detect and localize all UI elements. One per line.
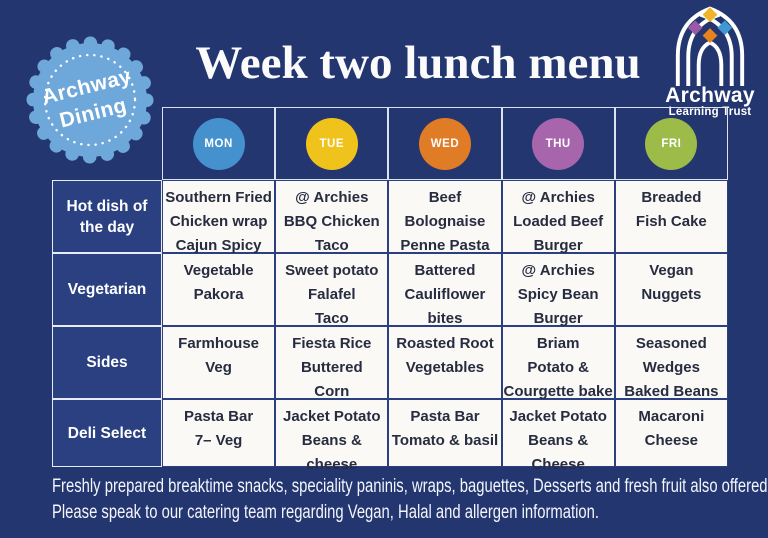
day-header-wed: WED xyxy=(388,107,502,180)
day-header-mon: MON xyxy=(162,107,276,180)
day-header-thu: THU xyxy=(501,107,615,180)
menu-cell-veg-tue: Sweet potato Falafel Taco xyxy=(275,253,389,327)
menu-cell-sides-mon: Farmhouse Veg xyxy=(162,326,276,399)
menu-cell-veg-wed: Battered Cauliflower bites xyxy=(388,253,502,327)
archway-learning-trust-logo: Archway Learning Trust xyxy=(654,6,766,119)
row-label-sides: Sides xyxy=(52,326,162,399)
menu-cell-sides-thu: Briam Potato & Courgette bake xyxy=(501,326,615,400)
menu-cell-sides-wed: Roasted Root Vegetables xyxy=(388,326,502,399)
menu-cell-deli-tue: Jacket Potato Beans & cheese xyxy=(275,399,389,473)
menu-cell-hotdish-mon: Southern Fried Chicken wrap Cajun Spicy … xyxy=(162,180,276,278)
gothic-arch-icon xyxy=(675,6,745,86)
day-circle-mon: MON xyxy=(192,117,245,170)
menu-table: MON TUE WED THU FRI Hot dish of the day … xyxy=(52,107,728,473)
day-header-fri: FRI xyxy=(614,107,728,180)
diamond-orange xyxy=(702,28,718,43)
menu-cell-deli-thu: Jacket Potato Beans & Cheese xyxy=(501,399,615,473)
logo-subtitle: Learning Trust xyxy=(668,106,752,118)
menu-cell-deli-wed: Pasta Bar Tomato & basil xyxy=(388,399,502,467)
logo-wordmark: Archway xyxy=(665,84,755,107)
row-label-vegetarian: Vegetarian xyxy=(52,253,162,326)
footer-notes: Freshly prepared breaktime snacks, speci… xyxy=(52,474,768,526)
day-circle-wed: WED xyxy=(418,117,471,170)
menu-cell-deli-mon: Pasta Bar 7– Veg xyxy=(162,399,276,467)
menu-cell-veg-fri: Vegan Nuggets xyxy=(614,253,728,326)
scalloped-seal-icon xyxy=(26,36,154,164)
day-circle-fri: FRI xyxy=(645,117,698,170)
day-circle-tue: TUE xyxy=(305,117,358,170)
menu-cell-hotdish-wed: Beef Bolognaise Penne Pasta Garlic Bread xyxy=(388,180,502,278)
archway-dining-badge: Archway Dining xyxy=(18,26,162,174)
menu-cell-veg-mon: Vegetable Pakora xyxy=(162,253,276,326)
page-title: Week two lunch menu xyxy=(195,37,641,89)
footer-line2: Please speak to our catering team regard… xyxy=(52,502,600,523)
day-circle-thu: THU xyxy=(532,117,585,170)
menu-cell-sides-fri: Seasoned Wedges Baked Beans xyxy=(614,326,728,400)
menu-cell-deli-fri: Macaroni Cheese xyxy=(614,399,728,467)
header-spacer xyxy=(52,107,162,180)
menu-cell-hotdish-tue: @ Archies BBQ Chicken Taco xyxy=(275,180,389,254)
row-label-deli-select: Deli Select xyxy=(52,399,162,467)
footer-line1: Freshly prepared breaktime snacks, speci… xyxy=(52,476,768,497)
menu-cell-hotdish-thu: @ Archies Loaded Beef Burger xyxy=(501,180,615,254)
day-header-tue: TUE xyxy=(275,107,389,180)
row-label-hot-dish: Hot dish of the day xyxy=(52,180,162,253)
menu-cell-sides-tue: Fiesta Rice Buttered Corn xyxy=(275,326,389,400)
menu-cell-hotdish-fri: Breaded Fish Cake xyxy=(614,180,728,253)
menu-cell-veg-thu: @ Archies Spicy Bean Burger xyxy=(501,253,615,327)
